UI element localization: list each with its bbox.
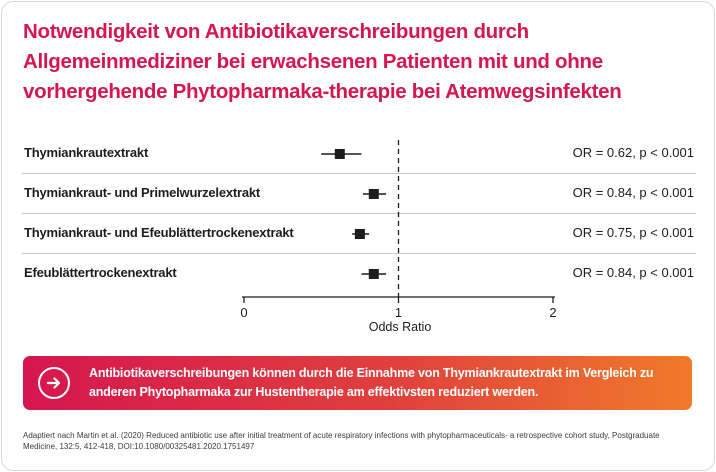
row-annotation: OR = 0.62, p < 0.001 <box>572 145 694 160</box>
or-point-marker <box>354 229 365 239</box>
row-label: Efeublättertrockenextrakt <box>24 265 177 280</box>
row-label: Thymiankraut- und Primelwurzelextrakt <box>24 185 261 200</box>
or-point-marker <box>368 269 379 279</box>
forest-row: Thymiankrautextrakt OR = 0.62, p < 0.001 <box>22 136 696 174</box>
x-tick-label: 2 <box>549 305 556 320</box>
forest-row: Efeublättertrockenextrakt OR = 0.84, p <… <box>22 256 696 294</box>
page-title: Notwendigkeit von Antibiotikaverschreibu… <box>23 20 622 103</box>
or-point-marker <box>334 149 345 159</box>
forest-row: Thymiankraut- und Primelwurzelextrakt OR… <box>22 176 696 214</box>
x-axis-title: Odds Ratio <box>368 320 432 334</box>
key-message-banner: Antibiotikaverschreibungen können durch … <box>23 356 692 410</box>
source-footnote: Adaptiert nach Martin et al. (2020) Redu… <box>23 431 660 451</box>
row-annotation: OR = 0.75, p < 0.001 <box>572 225 694 240</box>
x-tick-label: 0 <box>240 305 247 320</box>
x-tick-label: 1 <box>395 305 402 320</box>
arrow-right-circle-icon <box>38 367 70 399</box>
banner-text: Antibiotikaverschreibungen können durch … <box>89 366 654 399</box>
or-point-marker <box>368 189 379 199</box>
row-annotation: OR = 0.84, p < 0.001 <box>572 265 694 280</box>
forest-row: Thymiankraut- und Efeublättertrockenextr… <box>22 216 696 254</box>
row-annotation: OR = 0.84, p < 0.001 <box>572 185 694 200</box>
row-label: Thymiankrautextrakt <box>24 145 149 160</box>
row-label: Thymiankraut- und Efeublättertrockenextr… <box>24 225 294 240</box>
